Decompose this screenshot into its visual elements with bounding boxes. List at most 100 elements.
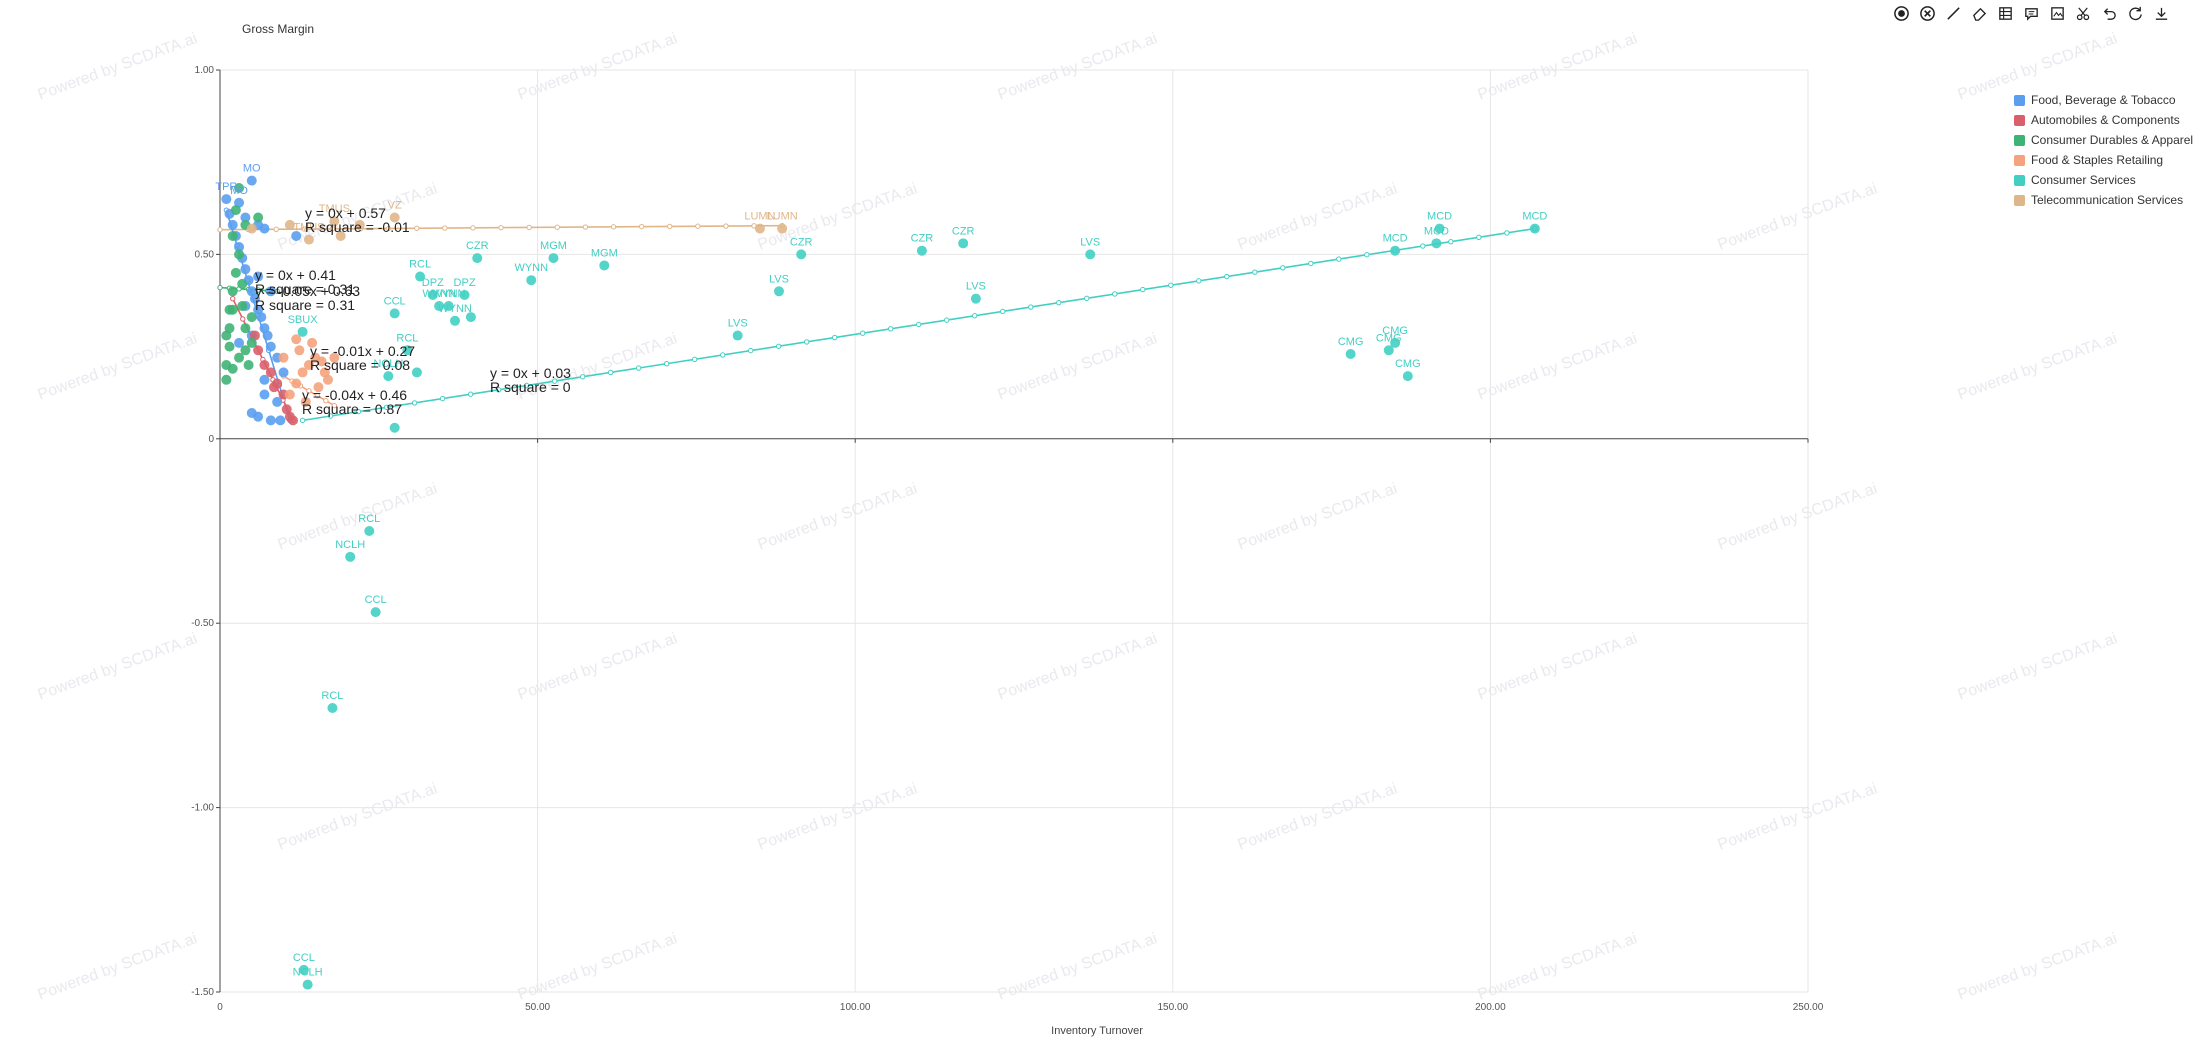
point-label: TMUS xyxy=(293,222,324,234)
data-point xyxy=(354,219,365,230)
trendline-marker xyxy=(635,365,642,371)
point-label: WYNN xyxy=(432,288,466,300)
legend-item[interactable]: Food, Beverage & Tobacco xyxy=(2014,90,2193,110)
legend-item[interactable]: Consumer Durables & Apparel xyxy=(2014,130,2193,150)
legend-label: Food, Beverage & Tobacco xyxy=(2031,93,2176,107)
data-point xyxy=(327,703,338,714)
trendline-equation: y = -0.04x + 0.46 xyxy=(302,387,407,403)
legend-item[interactable]: Automobiles & Components xyxy=(2014,110,2193,130)
data-point xyxy=(227,230,238,241)
trendline-marker xyxy=(607,369,614,376)
tool-clear-button[interactable] xyxy=(1917,5,1938,26)
watermark-text: Powered by SCDATA.ai xyxy=(1236,780,1400,854)
point-label: DPZ xyxy=(454,277,476,289)
watermark-text: Powered by SCDATA.ai xyxy=(1716,180,1880,254)
trendline-marker xyxy=(1140,286,1146,293)
tool-undo-button[interactable] xyxy=(2099,5,2120,26)
screenshot-icon xyxy=(2049,5,2066,27)
trendline-layer xyxy=(217,207,1538,424)
trendline-equation: R square = 0 xyxy=(490,379,571,395)
legend-item[interactable]: Consumer Services xyxy=(2014,170,2193,190)
data-point xyxy=(389,422,400,433)
data-point xyxy=(278,352,289,363)
trendline-marker xyxy=(1476,234,1482,241)
tool-line-button[interactable] xyxy=(1943,5,1964,26)
trendline-marker xyxy=(551,378,558,384)
trendline-marker xyxy=(355,408,362,415)
data-point xyxy=(1345,348,1356,359)
tool-eraser-button[interactable] xyxy=(1969,5,1990,26)
legend-item[interactable]: Telecommunication Services xyxy=(2014,190,2193,210)
data-point xyxy=(230,205,241,216)
axes-layer: 0 50.00 100.00 150.00 200.00 250.001.000.500-… xyxy=(191,65,1824,1013)
tool-data-view-button[interactable] xyxy=(1995,5,2016,26)
legend-swatch xyxy=(2014,114,2025,126)
trendline-marker xyxy=(1336,256,1342,262)
watermark-text: Powered by SCDATA.ai xyxy=(996,930,1160,1004)
point-label: MO xyxy=(230,185,248,197)
data-point xyxy=(307,337,318,348)
tool-scissors-button[interactable] xyxy=(2073,5,2094,26)
point-label: WYNN xyxy=(514,262,548,274)
data-point xyxy=(1434,223,1445,234)
tool-comment-button[interactable] xyxy=(2021,5,2042,26)
legend-swatch xyxy=(2014,154,2025,166)
data-point xyxy=(253,212,264,223)
trendline-marker xyxy=(1056,299,1062,306)
tool-record-button[interactable] xyxy=(1891,5,1912,26)
data-point xyxy=(450,315,461,326)
point-label: CZR xyxy=(466,240,489,252)
watermark-text: Powered by SCDATA.ai xyxy=(756,480,920,554)
watermark-text: Powered by SCDATA.ai xyxy=(276,780,440,854)
point-label: MO xyxy=(243,163,261,175)
data-point xyxy=(291,378,302,389)
data-point xyxy=(773,286,784,297)
point-label: RCL xyxy=(396,332,418,344)
trendline-marker xyxy=(1364,252,1370,258)
trendline-marker xyxy=(383,404,390,410)
watermark-text: Powered by SCDATA.ai xyxy=(996,330,1160,404)
legend-item[interactable]: Food & Staples Retailing xyxy=(2014,150,2193,170)
trendline-marker xyxy=(411,400,418,406)
data-point xyxy=(256,312,267,323)
data-point xyxy=(268,382,279,393)
tool-screenshot-button[interactable] xyxy=(2047,5,2068,26)
data-point xyxy=(265,415,276,426)
trendline-marker xyxy=(1028,304,1034,310)
trendline-marker xyxy=(306,388,312,394)
watermark-text: Powered by SCDATA.ai xyxy=(516,630,680,704)
data-point xyxy=(259,389,270,400)
trendline-marker xyxy=(1280,265,1286,271)
trendline-marker xyxy=(442,225,448,231)
x-tick-label: 50.00 xyxy=(525,1002,550,1013)
data-point xyxy=(402,345,413,356)
trendline-marker xyxy=(888,326,894,332)
trendline-marker xyxy=(663,360,670,367)
data-point xyxy=(249,293,260,304)
point-label: MGM xyxy=(540,240,567,252)
data-point xyxy=(243,360,254,371)
y-tick-label: 1.00 xyxy=(195,65,215,76)
trendline-marker xyxy=(695,223,701,229)
data-point xyxy=(389,308,400,319)
tool-download-button[interactable] xyxy=(2151,5,2172,26)
legend-label: Consumer Durables & Apparel xyxy=(2031,133,2194,147)
trendline-equation: y = 0x + 0.03 xyxy=(490,365,571,381)
data-point xyxy=(227,363,238,374)
trendline-marker xyxy=(944,317,950,323)
watermark-text: Powered by SCDATA.ai xyxy=(36,930,200,1004)
data-point xyxy=(291,230,302,241)
trendline-marker xyxy=(299,417,306,424)
data-point xyxy=(288,415,299,426)
data-point xyxy=(300,396,311,407)
legend-label: Food & Staples Retailing xyxy=(2031,153,2164,167)
watermark-text: Powered by SCDATA.ai xyxy=(1476,630,1640,704)
tool-refresh-button[interactable] xyxy=(2125,5,2146,26)
trendline-marker xyxy=(972,313,978,319)
trendline-marker xyxy=(217,284,223,291)
refresh-icon xyxy=(2127,5,2144,27)
trendline-marker xyxy=(495,387,502,393)
data-point xyxy=(265,367,276,378)
trendline-marker xyxy=(1196,278,1202,284)
data-point xyxy=(599,260,610,271)
